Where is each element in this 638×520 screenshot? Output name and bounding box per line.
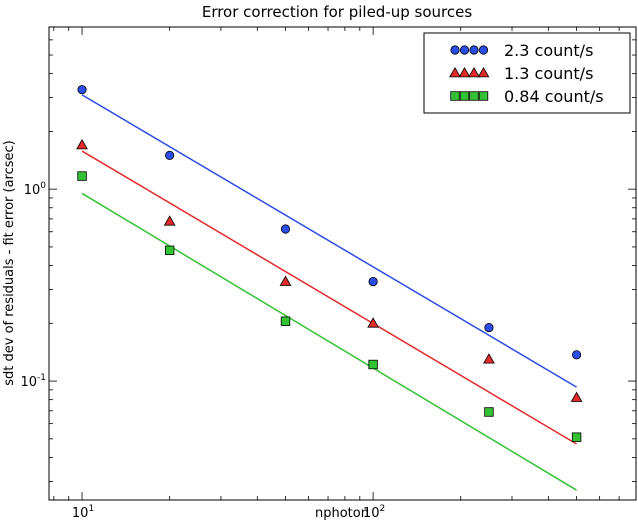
legend-label: 0.84 count/s <box>504 87 604 106</box>
data-point-series-1-5 <box>570 391 583 402</box>
legend-marker <box>459 45 470 55</box>
y-axis-label: sdt dev of residuals - fit error (arcsec… <box>2 140 17 386</box>
x-tick-label: 101 <box>72 504 94 520</box>
legend-marker <box>469 91 479 101</box>
x-axis-label: nphoton <box>315 506 369 520</box>
legend-marker <box>450 91 460 101</box>
data-point-series-2-5 <box>571 432 582 442</box>
data-point-series-0-4 <box>484 322 494 333</box>
legend-marker <box>478 91 489 101</box>
legend-marker <box>469 45 479 55</box>
y-tick-label: 100 <box>24 181 47 198</box>
legend: 2.3 count/s 1.3 count/s 0.84 count/s <box>423 32 631 114</box>
data-point-series-1-0 <box>76 138 88 150</box>
data-point-series-1-2 <box>279 275 292 286</box>
data-point-series-2-3 <box>368 359 378 370</box>
data-point-series-2-2 <box>280 316 291 326</box>
data-point-series-2-0 <box>77 171 87 181</box>
legend-marker <box>458 66 471 78</box>
ticks: 101 102 100 10-1 <box>20 26 637 520</box>
data-point-series-2-1 <box>164 245 175 256</box>
data-point-series-0-0 <box>77 85 87 95</box>
legend-marker <box>477 66 490 78</box>
markers <box>76 85 583 442</box>
chart-title: Error correction for piled-up sources <box>202 3 472 21</box>
fit-lines <box>81 94 577 491</box>
legend-marker <box>459 91 470 101</box>
legend-marker <box>449 66 461 78</box>
data-point-series-0-5 <box>571 350 582 360</box>
data-point-series-1-1 <box>163 215 176 226</box>
legend-marker <box>478 45 489 55</box>
legend-marker <box>450 45 460 55</box>
data-point-series-1-3 <box>367 317 380 328</box>
fit-line-series-2 <box>81 192 577 491</box>
legend-label: 1.3 count/s <box>504 64 593 83</box>
data-point-series-0-2 <box>280 224 291 234</box>
legend-marker <box>468 66 480 78</box>
data-point-series-0-3 <box>368 276 378 287</box>
fit-line-series-1 <box>81 150 577 445</box>
fit-line-series-0 <box>81 94 577 388</box>
x-tick-label: 102 <box>363 504 385 520</box>
data-point-series-2-4 <box>484 407 494 417</box>
legend-label: 2.3 count/s <box>504 41 593 60</box>
data-point-series-0-1 <box>165 150 175 160</box>
y-tick-label: 10-1 <box>20 373 46 390</box>
data-point-series-1-4 <box>483 353 495 364</box>
